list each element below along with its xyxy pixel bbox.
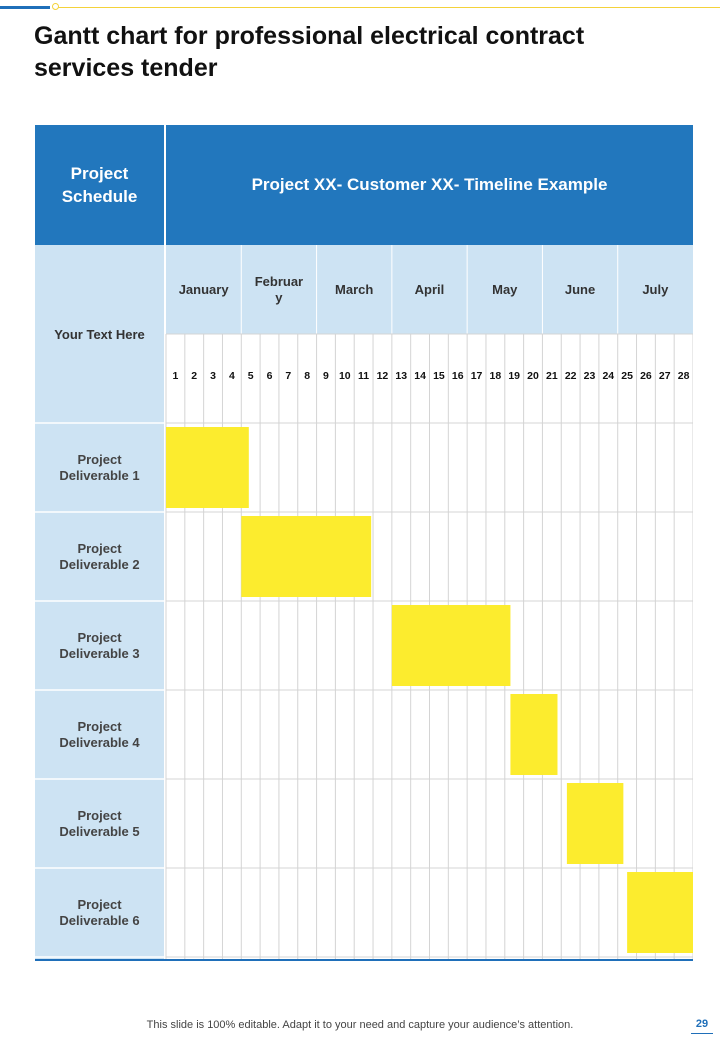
week-label: 2 [191, 370, 198, 382]
week-label: 19 [508, 370, 521, 382]
project-schedule-header: Project Schedule [61, 164, 138, 206]
week-label: 22 [564, 370, 577, 382]
week-label: 18 [489, 370, 502, 382]
week-label: 26 [640, 370, 652, 382]
page-number-underline [691, 1033, 713, 1034]
week-label: 24 [602, 370, 615, 382]
gantt-grid [35, 125, 693, 961]
month-row-bg [166, 245, 693, 334]
header-right-bg [166, 125, 693, 245]
left-column-bg [35, 245, 164, 961]
week-label: 6 [266, 370, 273, 382]
top-accent-line [0, 6, 50, 9]
week-label: 1 [172, 370, 179, 382]
week-label: 20 [527, 370, 539, 382]
gantt-bar [241, 516, 372, 597]
page-title: Gantt chart for professional electrical … [34, 22, 585, 82]
top-accent-dot [52, 3, 59, 10]
deliverable-label: Project Deliverable 1 [59, 451, 140, 483]
your-text-here-label: Your Text Here [54, 326, 145, 342]
month-label: May [492, 281, 518, 297]
deliverable-label: Project Deliverable 6 [59, 896, 140, 928]
week-label: 15 [433, 370, 445, 382]
week-label: 10 [338, 370, 351, 382]
deliverable-label: Project Deliverable 4 [59, 718, 140, 750]
week-label: 28 [677, 370, 690, 382]
gantt-bar [166, 427, 249, 508]
week-label: 12 [376, 370, 389, 382]
gantt-chart: Project Schedule Project XX- Customer XX… [35, 125, 693, 961]
deliverable-label: Project Deliverable 5 [59, 807, 140, 839]
deliverable-label: Project Deliverable 2 [59, 540, 140, 572]
week-label: 25 [621, 370, 633, 382]
week-label: 4 [228, 370, 235, 382]
week-label: 14 [414, 370, 426, 382]
gantt-bar [391, 605, 511, 686]
week-label: 3 [210, 370, 216, 382]
footer-note: This slide is 100% editable. Adapt it to… [146, 1019, 574, 1031]
week-label: 23 [583, 370, 596, 382]
month-label: January [178, 281, 229, 297]
week-label: 27 [658, 370, 671, 382]
month-label: July [642, 281, 669, 297]
week-label: 8 [304, 370, 311, 382]
gantt-bar [566, 783, 624, 864]
month-label: March [335, 281, 374, 297]
deliverable-label: Project Deliverable 3 [59, 629, 140, 661]
month-label: April [414, 281, 445, 297]
timeline-header: Project XX- Customer XX- Timeline Exampl… [251, 175, 608, 194]
week-label: 5 [247, 370, 254, 382]
week-label: 13 [395, 370, 408, 382]
week-label: 11 [358, 370, 370, 382]
week-label: 21 [545, 370, 558, 382]
week-label: 17 [470, 370, 483, 382]
week-label: 9 [323, 370, 329, 382]
month-label: June [564, 281, 596, 297]
gantt-bar [627, 872, 693, 953]
month-label: Februar y [254, 273, 304, 305]
gantt-bar [510, 694, 558, 775]
week-label: 16 [451, 370, 464, 382]
top-divider-line [58, 7, 720, 8]
week-label: 7 [285, 370, 292, 382]
header-left-bg [35, 125, 164, 245]
page-number: 29 [695, 1018, 709, 1030]
